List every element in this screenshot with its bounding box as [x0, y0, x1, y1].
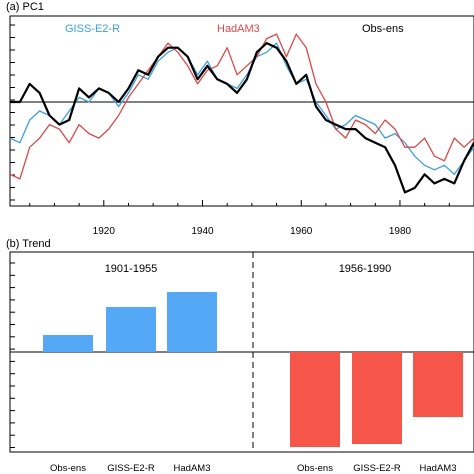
panel-b: (b) Trend 1901-1955 1956-1990 Obs-ens GIS… [6, 238, 474, 474]
panel-a-series [9, 33, 474, 194]
category-label: GISS-E2-R [353, 463, 401, 474]
panel-a-x-ticks: 1920 1940 1960 1980 [29, 200, 474, 237]
category-label: HadAM3 [174, 463, 211, 474]
legend-hadam3: HadAM3 [217, 23, 260, 35]
panel-a-legend: GISS-E2-R HadAM3 Obs-ens [65, 23, 404, 35]
panel-b-category-labels: Obs-ens GISS-E2-R HadAM3 Obs-ens GISS-E2-R Ha… [50, 463, 456, 474]
panel-b-title: (b) Trend [6, 238, 51, 250]
category-label: Obs-ens [50, 463, 86, 474]
category-label: HadAM3 [420, 463, 457, 474]
trend-bar [413, 352, 463, 417]
x-tick-label: 1940 [191, 226, 214, 237]
period-label-late: 1956-1990 [339, 263, 392, 275]
x-tick-label: 1960 [290, 226, 313, 237]
trend-bar [167, 292, 217, 352]
trend-bar [290, 352, 340, 447]
panel-a: (a) PC1 1920 1940 1960 1980 GISS-E2-R HadAM… [6, 1, 474, 237]
category-label: Obs-ens [297, 463, 333, 474]
series-line-hadam3 [9, 33, 474, 180]
series-line-obs [10, 41, 474, 194]
category-label: GISS-E2-R [107, 463, 155, 474]
x-tick-label: 1980 [389, 226, 412, 237]
series-line-giss [9, 42, 474, 175]
trend-bar [43, 335, 93, 352]
panel-a-title: (a) PC1 [6, 1, 44, 13]
trend-bar [106, 307, 156, 352]
panel-b-bars [43, 292, 463, 447]
legend-giss: GISS-E2-R [65, 23, 120, 35]
panel-b-y-ticks [10, 262, 15, 448]
panel-a-frame [9, 15, 474, 207]
panel-a-y-ticks [10, 24, 15, 201]
x-tick-label: 1920 [93, 226, 116, 237]
legend-obs: Obs-ens [362, 23, 404, 35]
trend-bar [352, 352, 402, 444]
period-label-early: 1901-1955 [105, 263, 158, 275]
